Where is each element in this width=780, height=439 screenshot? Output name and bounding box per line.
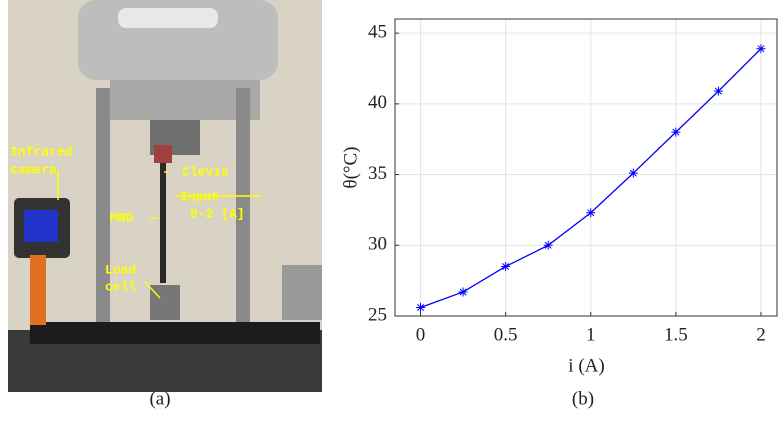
data-marker bbox=[713, 86, 723, 96]
grip bbox=[154, 145, 172, 163]
machine-display bbox=[118, 8, 218, 28]
control-panel bbox=[282, 265, 322, 320]
data-marker bbox=[543, 240, 553, 250]
y-tick-label: 40 bbox=[368, 92, 387, 113]
photo-label: Load bbox=[105, 262, 136, 277]
x-axis-label: i (A) bbox=[568, 355, 604, 376]
camera-handle bbox=[30, 255, 46, 325]
camera-screen bbox=[24, 210, 58, 242]
data-marker bbox=[501, 262, 511, 271]
x-tick-label: 0 bbox=[416, 324, 426, 345]
x-tick-label: 1 bbox=[586, 324, 596, 345]
caption: (b) bbox=[572, 388, 594, 409]
axes-box bbox=[394, 18, 778, 317]
x-tick-label: 2 bbox=[756, 324, 766, 345]
y-tick-label: 45 bbox=[368, 22, 387, 43]
photo bbox=[8, 0, 322, 392]
y-tick-label: 30 bbox=[368, 234, 387, 255]
x-tick-label: 1.5 bbox=[664, 324, 688, 345]
column bbox=[236, 88, 250, 328]
photo-label: Clevis bbox=[182, 164, 229, 179]
data-marker bbox=[756, 44, 766, 54]
plot-area bbox=[395, 19, 777, 316]
data-marker bbox=[628, 168, 638, 178]
photo-label: Input bbox=[180, 189, 219, 204]
y-axis-label: θ(°C) bbox=[340, 146, 361, 188]
photo-label: camera bbox=[10, 162, 57, 177]
y-tick-label: 35 bbox=[368, 163, 387, 184]
x-tick-label: 0.5 bbox=[494, 324, 518, 345]
specimen bbox=[160, 163, 166, 283]
caption: (a) bbox=[149, 388, 170, 409]
photo-label: Infrared bbox=[10, 144, 72, 159]
data-marker bbox=[416, 303, 426, 313]
data-marker bbox=[586, 208, 596, 218]
y-tick-label: 25 bbox=[368, 304, 387, 325]
photo-label: cell bbox=[105, 279, 136, 294]
photo-label: 0-2 [A] bbox=[190, 206, 245, 221]
load-cell bbox=[150, 285, 180, 320]
crosshead bbox=[110, 80, 260, 120]
machine-base bbox=[30, 322, 320, 344]
photo-label: MRD bbox=[110, 210, 134, 225]
column bbox=[96, 88, 110, 328]
data-marker bbox=[671, 127, 681, 137]
annotation-arrows bbox=[57, 170, 262, 299]
data-marker bbox=[458, 287, 468, 297]
